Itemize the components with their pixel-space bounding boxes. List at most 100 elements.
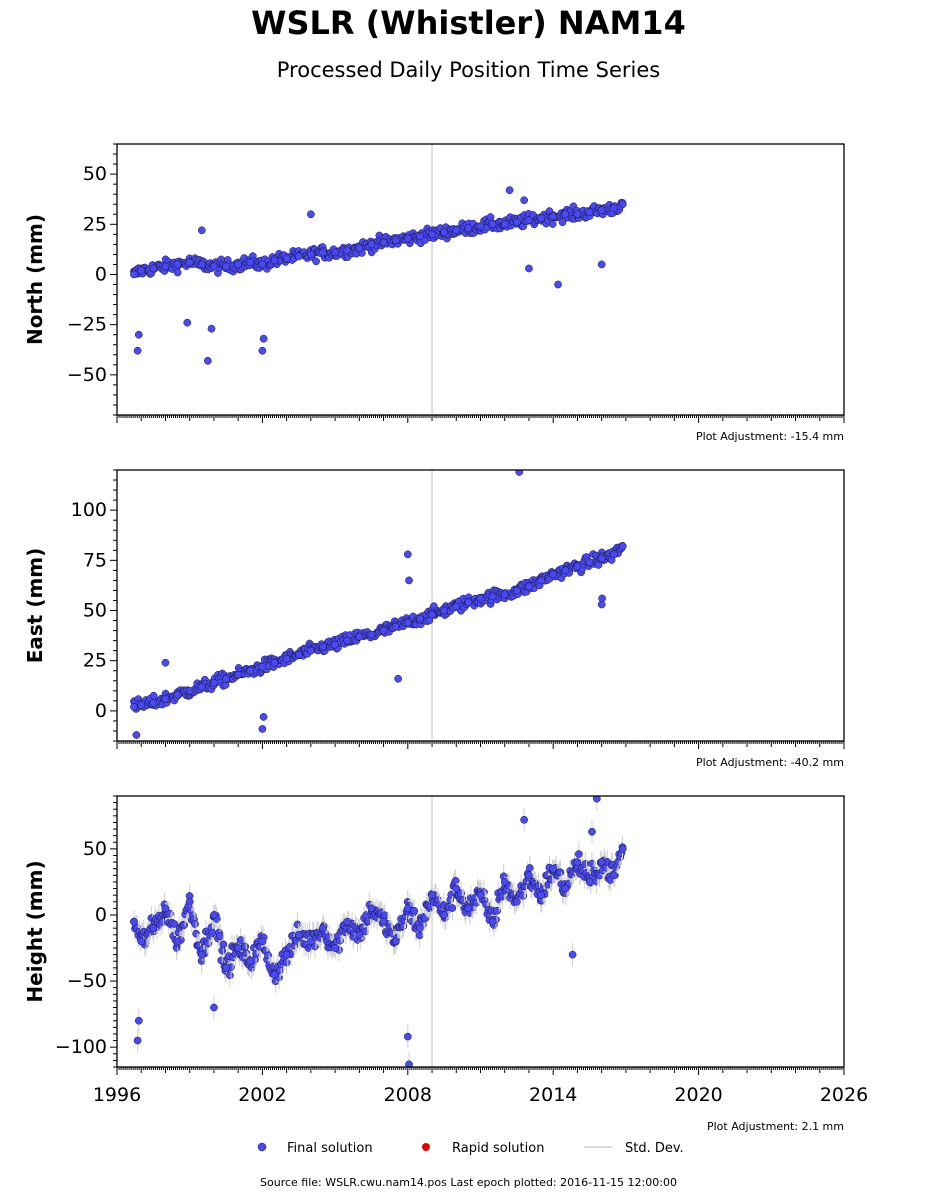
outlier-point	[403, 550, 412, 559]
final-solution-point	[379, 626, 388, 635]
final-solution-point	[500, 878, 509, 886]
final-solution-point	[343, 636, 352, 645]
outlier-point	[207, 324, 216, 333]
final-solution-point	[282, 950, 291, 959]
outlier-point	[592, 796, 601, 803]
final-solution-point	[618, 200, 627, 209]
final-solution-point	[513, 218, 521, 227]
outlier-point	[259, 713, 268, 721]
final-solution-point	[573, 562, 582, 571]
final-solution-point	[440, 606, 448, 615]
outlier-point	[183, 318, 192, 327]
final-solution-point	[331, 944, 339, 952]
final-solution-point	[549, 864, 558, 873]
final-solution-point	[282, 654, 291, 663]
outlier-point	[520, 196, 528, 205]
y-tick-label: 100	[71, 499, 107, 521]
final-solution-point	[355, 930, 364, 939]
outlier-point	[197, 226, 206, 235]
outlier-point	[134, 1016, 143, 1025]
final-solution-point	[170, 920, 179, 928]
final-solution-point	[609, 871, 618, 880]
outlier-point	[588, 827, 596, 836]
final-solution-point	[294, 252, 303, 261]
final-solution-point	[428, 891, 436, 899]
final-solution-point	[307, 646, 315, 655]
final-solution-point	[130, 270, 138, 279]
final-solution-point	[173, 937, 182, 946]
final-solution-point	[367, 904, 376, 913]
outlier-point	[161, 658, 170, 667]
outlier-point	[515, 470, 524, 476]
y-tick-label: 75	[83, 549, 107, 571]
final-solution-point	[525, 216, 533, 225]
final-solution-point	[270, 658, 279, 667]
outlier-point	[259, 334, 268, 343]
final-solution-point	[282, 958, 291, 967]
outlier-point	[210, 1003, 218, 1012]
outlier-point	[597, 260, 606, 269]
y-tick-label: −50	[67, 364, 107, 386]
final-solution-point	[173, 690, 182, 699]
final-solution-point	[391, 622, 400, 631]
final-solution-point	[149, 264, 158, 273]
final-solution-point	[452, 602, 461, 611]
final-solution-point	[452, 226, 461, 235]
final-solution-point	[210, 678, 218, 687]
data-group-height	[130, 796, 627, 1067]
final-solution-point	[161, 262, 170, 271]
final-solution-point	[609, 550, 618, 559]
final-solution-point	[226, 971, 234, 980]
final-solution-point	[197, 260, 206, 269]
final-solution-point	[609, 204, 618, 213]
data-group-north	[130, 186, 627, 365]
final-solution-point	[367, 630, 376, 639]
final-solution-point	[525, 864, 534, 872]
final-solution-point	[476, 222, 485, 231]
final-solution-point	[561, 566, 570, 575]
final-solution-point	[307, 250, 315, 259]
outlier-point	[525, 264, 533, 273]
final-solution-point	[558, 218, 567, 227]
final-solution-marker	[257, 1142, 267, 1152]
outlier-point	[258, 725, 267, 733]
final-solution-point	[513, 586, 521, 595]
plot-adjustment-note: Plot Adjustment: -40.2 mm	[696, 756, 844, 769]
final-solution-point	[410, 906, 419, 915]
final-solution-point	[597, 206, 606, 215]
panel-frame	[116, 143, 845, 416]
final-solution-point	[246, 258, 255, 267]
y-tick-label: 25	[83, 650, 107, 672]
final-solution-point	[222, 964, 230, 972]
final-solution-point	[367, 240, 376, 249]
x-tick-label: 2008	[384, 1084, 432, 1106]
y-tick-label: 0	[95, 904, 107, 926]
final-solution-point	[210, 911, 218, 919]
final-solution-point	[585, 878, 594, 886]
final-solution-point	[246, 957, 255, 966]
final-solution-point	[488, 592, 497, 601]
final-solution-point	[236, 936, 245, 944]
final-solution-point	[137, 266, 146, 275]
x-tick-label: 2020	[674, 1084, 722, 1106]
y-tick-label: 50	[83, 600, 107, 622]
final-solution-point	[185, 897, 194, 906]
final-solution-point	[307, 937, 315, 946]
final-solution-point	[585, 558, 594, 567]
final-solution-point	[379, 238, 388, 247]
final-solution-label: Final solution	[287, 1141, 373, 1156]
final-solution-point	[219, 940, 228, 949]
outlier-point	[520, 815, 528, 824]
final-solution-point	[575, 850, 583, 858]
final-solution-point	[548, 220, 557, 228]
final-solution-point	[500, 590, 509, 599]
final-solution-point	[380, 911, 389, 920]
final-solution-point	[403, 618, 412, 627]
final-solution-point	[513, 897, 521, 906]
final-solution-point	[391, 937, 400, 946]
final-solution-point	[312, 257, 320, 266]
final-solution-point	[319, 642, 327, 651]
final-solution-point	[416, 232, 424, 241]
final-solution-point	[416, 924, 424, 933]
